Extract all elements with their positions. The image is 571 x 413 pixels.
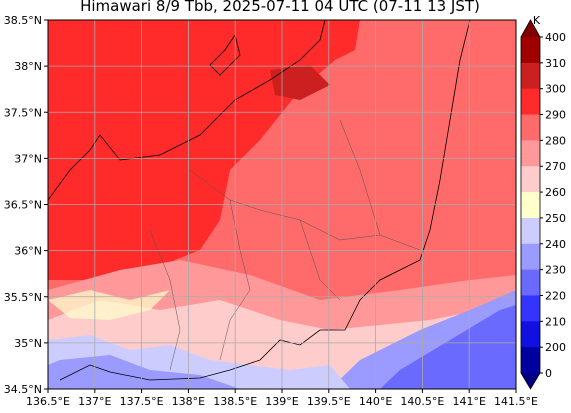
colorbar-band: [521, 347, 540, 374]
lon-label: 141.5°E: [494, 395, 538, 408]
map-frame: [47, 19, 517, 390]
lat-label: 36.5°N: [4, 199, 42, 212]
colorbar-label: 310: [545, 57, 566, 70]
colorbar-band: [521, 140, 540, 167]
colorbar-label: 210: [545, 315, 566, 328]
colorbar-extend-top: [521, 20, 540, 37]
colorbar-label: 200: [545, 341, 566, 354]
lon-label: 140°E: [359, 395, 392, 408]
lat-label: 37.5°N: [4, 106, 42, 119]
lon-label: 141°E: [452, 395, 485, 408]
colorbar-band: [521, 217, 540, 245]
colorbar-band: [521, 243, 540, 271]
colorbar-label: 270: [545, 160, 566, 173]
colorbar-label: 260: [545, 186, 566, 199]
lat-label: 38.5°N: [4, 14, 42, 27]
colorbar-band: [521, 192, 540, 219]
lon-label: 137.5°E: [120, 395, 164, 408]
lon-label: 140.5°E: [400, 395, 444, 408]
colorbar-label: 0: [545, 367, 552, 380]
lon-label: 139°E: [265, 395, 298, 408]
lon-label: 138°E: [172, 395, 205, 408]
colorbar: 400 310 300 290 280 270 260 250 240 230 220 210 200 0…: [520, 14, 566, 390]
colorbar-label: 300: [545, 83, 566, 96]
colorbar-band: [521, 62, 540, 90]
map-title: Himawari 8/9 Tbb, 2025-07-11 04 UTC (07-…: [80, 0, 480, 15]
colorbar-band: [521, 269, 540, 296]
colorbar-label: 240: [545, 238, 566, 251]
lat-label: 35°N: [14, 337, 42, 350]
colorbar-band: [521, 37, 540, 64]
colorbar-band: [521, 295, 540, 322]
lat-label: 36°N: [14, 245, 42, 258]
lon-label: 136.5°E: [26, 395, 70, 408]
lat-label: 37°N: [14, 152, 42, 165]
colorbar-label: 230: [545, 264, 566, 277]
lat-label: 34.5°N: [4, 383, 42, 396]
lon-label: 138.5°E: [213, 395, 257, 408]
colorbar-label: 220: [545, 289, 566, 302]
colorbar-label: 280: [545, 134, 566, 147]
colorbar-label: 250: [545, 212, 566, 225]
lat-label: 38°N: [14, 60, 42, 73]
lon-label: 137°E: [78, 395, 111, 408]
colorbar-unit: K: [533, 14, 541, 27]
colorbar-band: [521, 88, 540, 116]
colorbar-extend-bottom: [521, 373, 540, 389]
lat-label: 35.5°N: [4, 291, 42, 304]
colorbar-band: [521, 321, 540, 348]
graticule: 38.5°N 38°N 37.5°N 37°N 36.5°N 36°N 35.5°N 35°N…: [4, 14, 538, 408]
colorbar-label: 290: [545, 109, 566, 122]
prefecture-borders: [149, 119, 421, 371]
coastline: [48, 20, 471, 381]
colorbar-band: [521, 114, 540, 141]
colorbar-label: 400: [545, 31, 566, 44]
colorbar-band: [521, 166, 540, 193]
lon-label: 139.5°E: [307, 395, 351, 408]
